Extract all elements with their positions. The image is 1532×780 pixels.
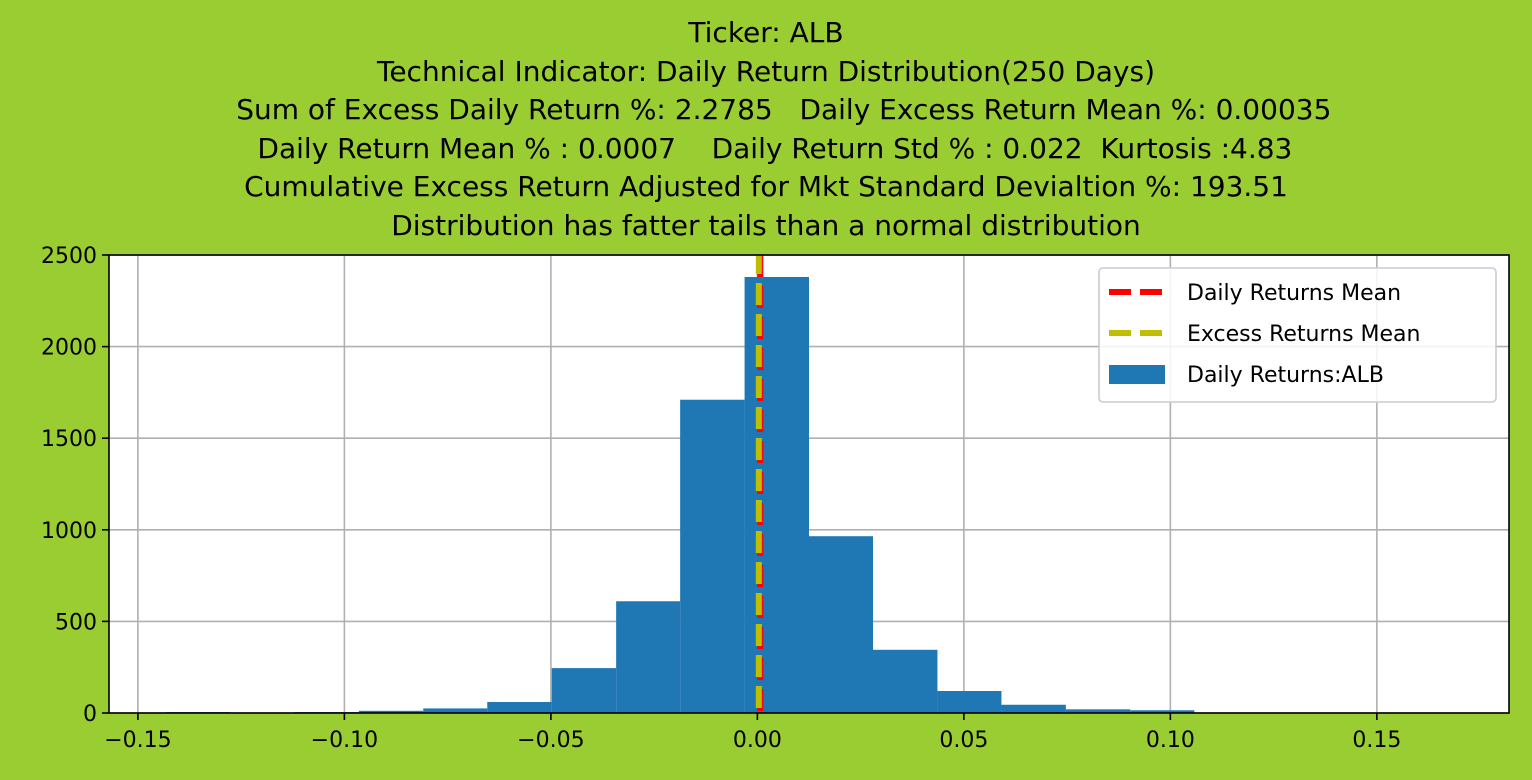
- histogram-bar: [744, 276, 809, 713]
- legend-box: [1098, 267, 1497, 403]
- y-tick-label: 2500: [41, 244, 97, 269]
- x-tick-label: −0.15: [104, 728, 171, 753]
- histogram-bar: [937, 691, 1002, 713]
- histogram-bar: [680, 399, 745, 713]
- legend-daily-returns-mean-label: Daily Returns Mean: [1187, 281, 1401, 306]
- legend-daily-returns-label: Daily Returns:ALB: [1187, 363, 1384, 388]
- chart-title: Ticker: ALB Technical Indicator: Daily R…: [0, 14, 1532, 245]
- x-tick-label: −0.05: [517, 728, 584, 753]
- x-tick-label: 0.10: [1146, 728, 1195, 753]
- title-line-ticker: Ticker: ALB: [688, 16, 844, 49]
- x-tick-label: −0.10: [311, 728, 378, 753]
- title-line-excess-stats: Sum of Excess Daily Return %: 2.2785 Dai…: [200, 93, 1332, 126]
- y-tick-label: 1500: [41, 427, 97, 452]
- histogram-bar: [873, 649, 938, 713]
- y-tick-label: 0: [83, 702, 97, 727]
- legend: Daily Returns Mean Excess Returns Mean Dai…: [1098, 267, 1497, 403]
- histogram-bar: [1001, 704, 1066, 713]
- histogram-bars: [165, 276, 1259, 713]
- histogram-bar: [1065, 709, 1131, 713]
- title-line-conclusion: Distribution has fatter tails than a nor…: [391, 208, 1141, 242]
- histogram-bar: [487, 702, 552, 713]
- histogram-bar: [358, 710, 424, 713]
- x-tick-label: 0.15: [1352, 728, 1401, 753]
- y-tick-label: 500: [55, 610, 97, 635]
- title-line-return-stats: Daily Return Mean % : 0.0007 Daily Retur…: [239, 131, 1293, 165]
- x-tick-label: 0.00: [733, 728, 782, 753]
- y-tick-label: 2000: [41, 336, 97, 361]
- histogram-bar: [616, 601, 681, 713]
- title-line-indicator: Technical Indicator: Daily Return Distri…: [376, 54, 1156, 88]
- legend-excess-returns-mean-label: Excess Returns Mean: [1187, 322, 1420, 347]
- histogram-bar: [1130, 710, 1195, 713]
- histogram-bar: [809, 536, 874, 713]
- histogram-bar: [423, 708, 488, 713]
- legend-daily-returns-swatch: [1109, 365, 1165, 384]
- y-tick-label: 1000: [41, 519, 97, 544]
- mean-lines: [755, 255, 764, 713]
- plot-frame: [108, 254, 1510, 714]
- histogram-bar: [551, 668, 617, 713]
- title-line-cumulative: Cumulative Excess Return Adjusted for Mk…: [244, 170, 1288, 203]
- x-tick-label: 0.05: [939, 728, 988, 753]
- axis-ticks: −0.15 −0.10 −0.05 0.00 0.05 0.10 0.15 0 500 1000 1…: [41, 244, 1401, 753]
